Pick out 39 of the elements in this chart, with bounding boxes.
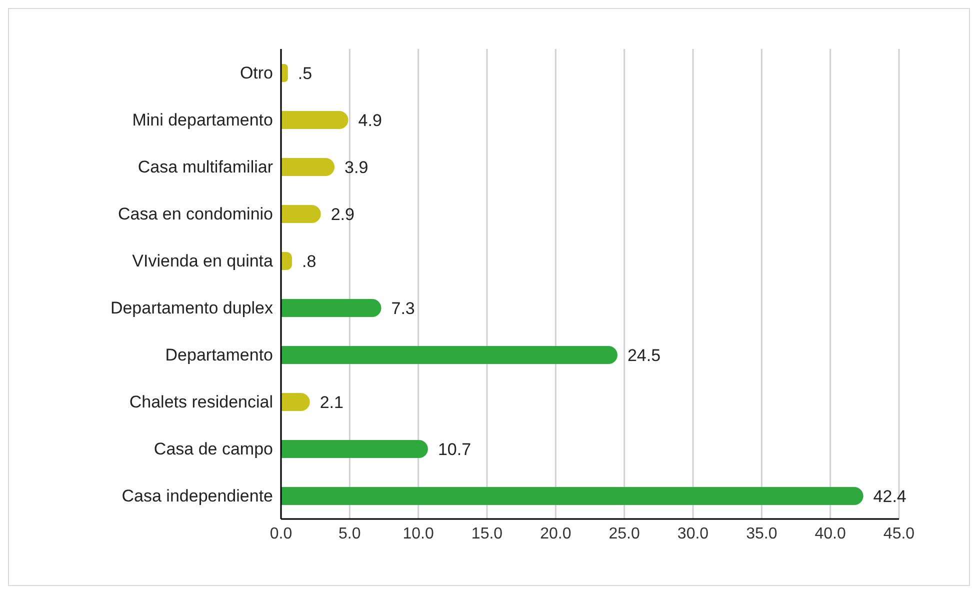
bar <box>281 158 335 176</box>
x-tick-label: 45.0 <box>883 525 915 542</box>
y-tick-label: Casa en condominio <box>118 204 273 224</box>
x-tick-label: 40.0 <box>814 525 846 542</box>
bar <box>281 393 310 411</box>
bar <box>281 205 321 223</box>
data-label: 2.9 <box>330 205 354 224</box>
x-tick-label: 25.0 <box>608 525 640 542</box>
bar <box>281 440 428 458</box>
bar <box>281 299 382 317</box>
y-tick-label: VIvienda en quinta <box>132 252 274 271</box>
y-tick-label: Casa de campo <box>154 440 273 459</box>
y-tick-label: Casa independiente <box>122 486 273 506</box>
y-tick-label: Casa multifamiliar <box>138 158 274 177</box>
data-label: 2.1 <box>320 393 344 412</box>
y-tick-label: Otro <box>240 64 273 83</box>
y-tick-label: Departamento <box>165 346 273 365</box>
bar <box>281 346 618 364</box>
x-tick-label: 35.0 <box>746 525 778 542</box>
x-tick-label: 0.0 <box>270 525 292 542</box>
y-tick-label: Departamento duplex <box>110 298 274 318</box>
data-label: 42.4 <box>873 487 906 506</box>
x-tick-label: 15.0 <box>471 525 503 542</box>
x-tick-label: 10.0 <box>402 525 434 542</box>
x-tick-label: 20.0 <box>540 525 572 542</box>
data-label: 7.3 <box>391 299 415 318</box>
data-label: 24.5 <box>627 346 661 366</box>
data-label: .5 <box>298 64 312 84</box>
bar <box>281 487 864 505</box>
y-tick-label: Chalets residencial <box>129 392 273 412</box>
x-tick-label: 5.0 <box>338 525 361 542</box>
bar <box>281 111 348 129</box>
x-tick-label: 30.0 <box>677 525 709 542</box>
bar <box>281 252 292 270</box>
y-tick-label: Mini departamento <box>132 110 273 130</box>
data-label: 10.7 <box>438 440 472 460</box>
data-label: .8 <box>302 252 316 272</box>
data-label: 4.9 <box>358 111 382 130</box>
data-label: 3.9 <box>344 158 368 178</box>
